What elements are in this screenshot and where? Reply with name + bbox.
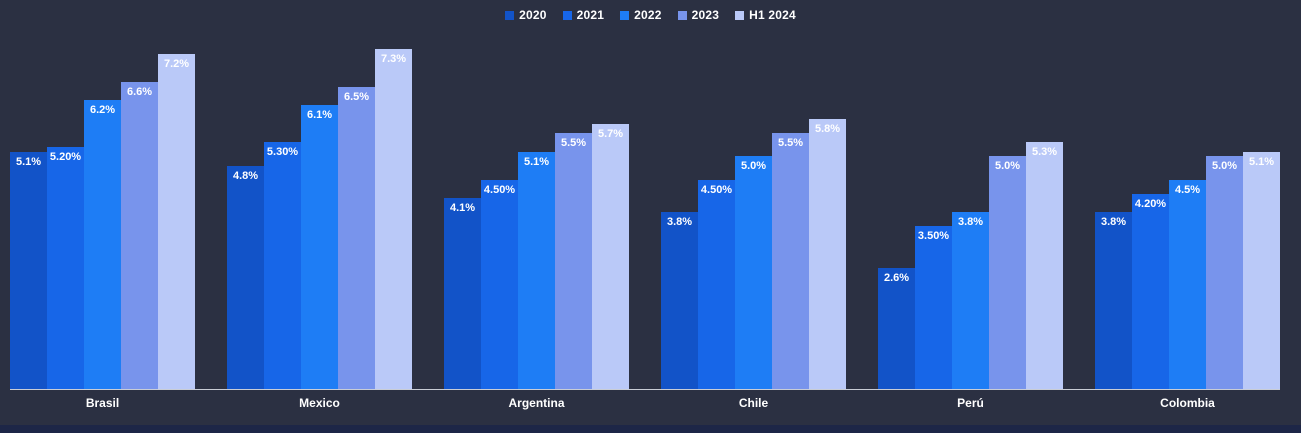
bar-value-label: 5.5% <box>560 137 587 149</box>
bar-group-colombia: 3.8% 4.20% 4.5% 5.0% 5.1% <box>1095 152 1280 389</box>
bar-brasil-2022: 6.2% <box>84 100 121 389</box>
legend-swatch <box>620 10 630 20</box>
legend-label: 2020 <box>519 8 547 22</box>
bar-value-label: 4.1% <box>449 202 476 214</box>
bar-value-label: 5.0% <box>994 160 1021 172</box>
bar-perú-h1-2024: 5.3% <box>1026 142 1063 389</box>
bar-value-label: 5.0% <box>1211 160 1238 172</box>
bar-colombia-h1-2024: 5.1% <box>1243 152 1280 389</box>
bar-group-argentina: 4.1% 4.50% 5.1% 5.5% 5.7% <box>444 124 629 389</box>
bar-value-label: 2.6% <box>883 272 910 284</box>
legend-item-2020: 2020 <box>505 8 547 22</box>
bar-argentina-2023: 5.5% <box>555 133 592 389</box>
bar-value-label: 3.8% <box>666 216 693 228</box>
bar-brasil-2021: 5.20% <box>47 147 84 389</box>
bar-argentina-2020: 4.1% <box>444 198 481 389</box>
axis-label-mexico: Mexico <box>299 396 340 410</box>
bar-value-label: 5.8% <box>814 123 841 135</box>
bar-perú-2023: 5.0% <box>989 156 1026 389</box>
bar-value-label: 5.30% <box>266 146 299 158</box>
bar-group-mexico: 4.8% 5.30% 6.1% 6.5% 7.3% <box>227 49 412 389</box>
bar-perú-2022: 3.8% <box>952 212 989 389</box>
x-axis-line <box>10 389 1280 390</box>
bar-colombia-2021: 4.20% <box>1132 194 1169 389</box>
legend-swatch <box>677 10 687 20</box>
chart-groups: 5.1% 5.20% 6.2% 6.6% 7.2% 4.8% 5.30% 6.1% 6.5% 7.… <box>10 40 1280 389</box>
bar-value-label: 4.8% <box>232 170 259 182</box>
bar-mexico-2022: 6.1% <box>301 105 338 389</box>
legend-item-2023: 2023 <box>677 8 720 22</box>
bar-chile-h1-2024: 5.8% <box>809 119 846 389</box>
bar-brasil-2023: 6.6% <box>121 82 158 389</box>
legend-label: 2021 <box>576 8 605 22</box>
bar-value-label: 5.1% <box>523 156 550 168</box>
bar-value-label: 6.6% <box>126 86 153 98</box>
legend-swatch <box>735 10 745 20</box>
legend-item-2021: 2021 <box>562 8 605 22</box>
bar-colombia-2022: 4.5% <box>1169 180 1206 389</box>
bar-value-label: 5.1% <box>15 156 42 168</box>
bar-perú-2021: 3.50% <box>915 226 952 389</box>
bar-value-label: 6.1% <box>306 109 333 121</box>
bar-argentina-h1-2024: 5.7% <box>592 124 629 389</box>
bar-chile-2022: 5.0% <box>735 156 772 389</box>
bar-group-perú: 2.6% 3.50% 3.8% 5.0% 5.3% <box>878 142 1063 389</box>
legend: 2020 2021 2022 2023 H1 2024 <box>0 6 1301 24</box>
bar-value-label: 5.5% <box>777 137 804 149</box>
bar-value-label: 7.3% <box>380 53 407 65</box>
bar-mexico-h1-2024: 7.3% <box>375 49 412 389</box>
bar-argentina-2021: 4.50% <box>481 180 518 389</box>
bar-chile-2023: 5.5% <box>772 133 809 389</box>
bar-value-label: 3.50% <box>917 230 950 242</box>
axis-label-perú: Perú <box>957 396 984 410</box>
bar-value-label: 5.7% <box>597 128 624 140</box>
bar-value-label: 3.8% <box>957 216 984 228</box>
legend-label: H1 2024 <box>749 8 796 22</box>
bar-perú-2020: 2.6% <box>878 268 915 389</box>
legend-item-h1-2024: H1 2024 <box>735 8 796 22</box>
bar-brasil-h1-2024: 7.2% <box>158 54 195 389</box>
bar-value-label: 7.2% <box>163 58 190 70</box>
bar-value-label: 4.20% <box>1134 198 1167 210</box>
axis-label-colombia: Colombia <box>1160 396 1215 410</box>
bar-value-label: 4.50% <box>700 184 733 196</box>
axis-labels: Brasil Mexico Argentina Chile Perú Colombia <box>10 396 1280 410</box>
bar-colombia-2020: 3.8% <box>1095 212 1132 389</box>
bar-group-brasil: 5.1% 5.20% 6.2% 6.6% 7.2% <box>10 54 195 389</box>
bar-value-label: 5.3% <box>1031 146 1058 158</box>
bar-value-label: 3.8% <box>1100 216 1127 228</box>
legend-label: 2023 <box>691 8 720 22</box>
axis-label-argentina: Argentina <box>508 396 565 410</box>
axis-label-chile: Chile <box>738 396 769 410</box>
bar-mexico-2023: 6.5% <box>338 87 375 389</box>
chart-area: 5.1% 5.20% 6.2% 6.6% 7.2% 4.8% 5.30% 6.1% 6.5% 7.… <box>10 40 1280 390</box>
axis-label-brasil: Brasil <box>85 396 120 410</box>
bar-value-label: 5.20% <box>49 151 82 163</box>
legend-label: 2022 <box>634 8 662 22</box>
bar-argentina-2022: 5.1% <box>518 152 555 389</box>
legend-swatch <box>505 10 515 20</box>
bar-group-chile: 3.8% 4.50% 5.0% 5.5% 5.8% <box>661 119 846 389</box>
bar-value-label: 6.2% <box>89 104 116 116</box>
bar-value-label: 5.0% <box>740 160 767 172</box>
bar-chile-2021: 4.50% <box>698 180 735 389</box>
legend-item-2022: 2022 <box>620 8 662 22</box>
bar-brasil-2020: 5.1% <box>10 152 47 389</box>
legend-swatch <box>562 10 572 20</box>
bar-value-label: 5.1% <box>1248 156 1275 168</box>
bar-value-label: 4.50% <box>483 184 516 196</box>
bar-mexico-2020: 4.8% <box>227 166 264 389</box>
bar-colombia-2023: 5.0% <box>1206 156 1243 389</box>
footer-bar <box>0 425 1301 433</box>
bar-mexico-2021: 5.30% <box>264 142 301 389</box>
bar-value-label: 4.5% <box>1174 184 1201 196</box>
bar-chile-2020: 3.8% <box>661 212 698 389</box>
bar-value-label: 6.5% <box>343 91 370 103</box>
